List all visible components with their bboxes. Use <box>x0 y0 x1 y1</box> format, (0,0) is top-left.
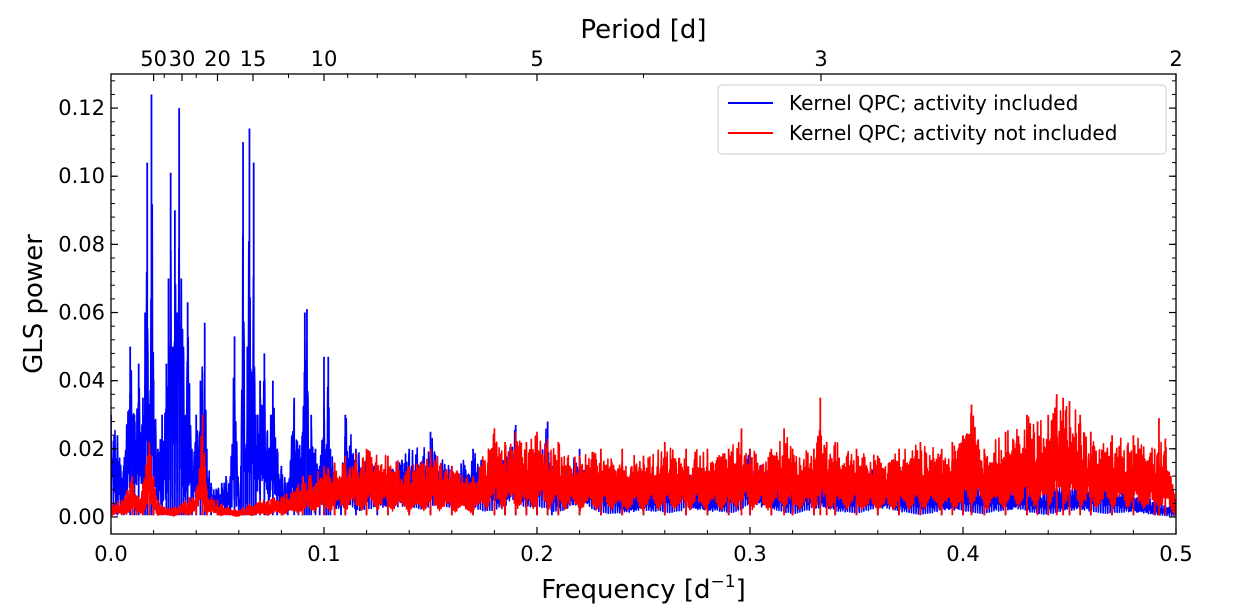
top-tick-label: 50 <box>140 47 167 71</box>
x-tick-label: 0.1 <box>307 542 340 566</box>
legend-box <box>717 84 1167 155</box>
y-tick-label: 0.06 <box>58 301 105 325</box>
top-tick-label: 20 <box>204 47 231 71</box>
legend-label: Kernel QPC; activity not included <box>789 121 1117 145</box>
y-tick-label: 0.08 <box>58 232 105 256</box>
y-axis-label: GLS power <box>19 234 49 374</box>
y-tick-label: 0.02 <box>58 437 105 461</box>
series-layer <box>111 94 1176 517</box>
top-tick-label: 10 <box>311 47 338 71</box>
top-tick-label: 30 <box>169 47 196 71</box>
ticks-layer: 0.0 0.1 0.2 0.3 0.4 0.5 0.00 0.02 0.04 0.06 0.08 0.… <box>58 47 1192 566</box>
y-tick-label: 0.12 <box>58 96 105 120</box>
x-axis-label: Frequency [d−1] <box>541 572 745 605</box>
x-tick-label: 0.0 <box>94 542 127 566</box>
top-tick-label: 2 <box>1169 47 1182 71</box>
y-tick-label: 0.10 <box>58 164 105 188</box>
x-tick-label: 0.2 <box>520 542 553 566</box>
x-tick-label: 0.4 <box>946 542 979 566</box>
top-axis-label: Period [d] <box>580 15 706 45</box>
y-tick-label: 0.04 <box>58 369 105 393</box>
top-tick-label: 3 <box>814 47 827 71</box>
x-tick-label: 0.5 <box>1159 542 1192 566</box>
y-tick-label: 0.00 <box>58 505 105 529</box>
top-tick-label: 15 <box>240 47 267 71</box>
series-peaks-activity-not-included <box>111 394 1176 516</box>
top-tick-label: 5 <box>530 47 543 71</box>
legend: Kernel QPC; activity included Kernel QPC;… <box>717 84 1167 155</box>
legend-label: Kernel QPC; activity included <box>789 91 1078 115</box>
x-tick-label: 0.3 <box>733 542 766 566</box>
